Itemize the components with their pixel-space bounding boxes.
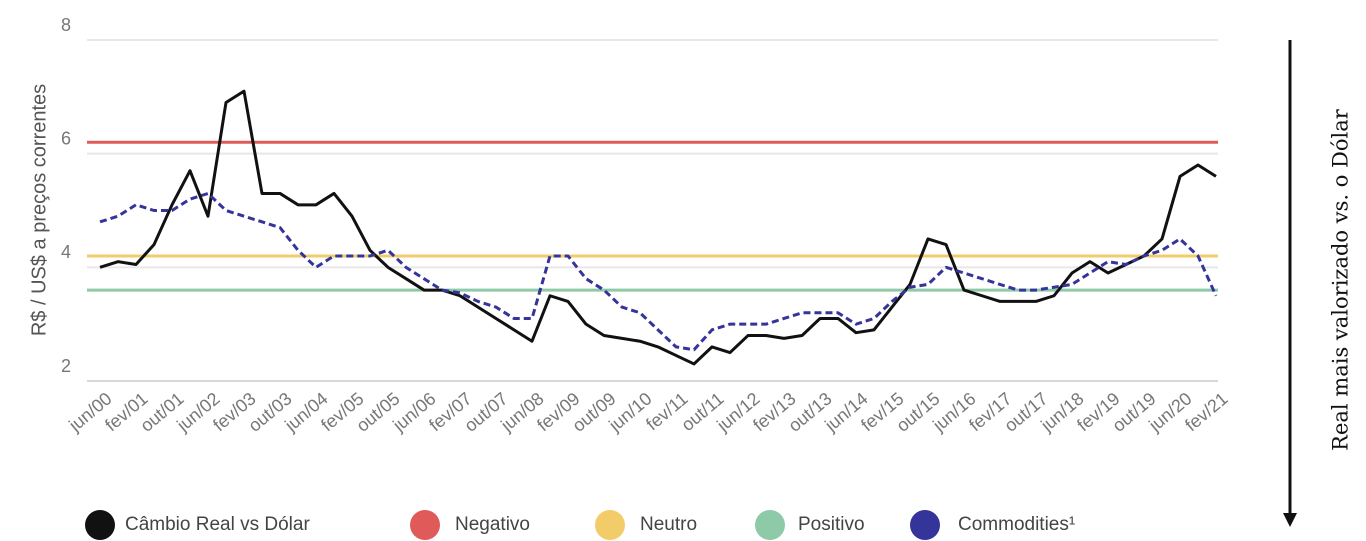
legend-label: Neutro [640, 514, 697, 535]
legend-label: Câmbio Real vs Dólar [125, 514, 310, 535]
legend-swatch [410, 510, 440, 540]
legend-swatch [910, 510, 940, 540]
annotation: Real mais valorizado vs. o Dólar [1329, 108, 1353, 451]
legend-label: Negativo [455, 514, 530, 535]
legend-label: Positivo [798, 514, 865, 535]
legend-swatch [595, 510, 625, 540]
legend-label: Commodities¹ [958, 514, 1075, 535]
arrow-head [1283, 513, 1297, 527]
y-tick-label: 6 [61, 128, 71, 148]
x-tick-label: fev/21 [1181, 388, 1231, 435]
legend-swatch [755, 510, 785, 540]
y-axis-label: R$ / US$ a preços correntes [28, 84, 50, 336]
y-tick-label: 4 [61, 242, 71, 262]
y-tick-label: 2 [61, 356, 71, 376]
y-tick-label: 8 [61, 15, 71, 35]
series-line [99, 191, 1218, 352]
legend-swatch [85, 510, 115, 540]
series-line [99, 89, 1217, 366]
